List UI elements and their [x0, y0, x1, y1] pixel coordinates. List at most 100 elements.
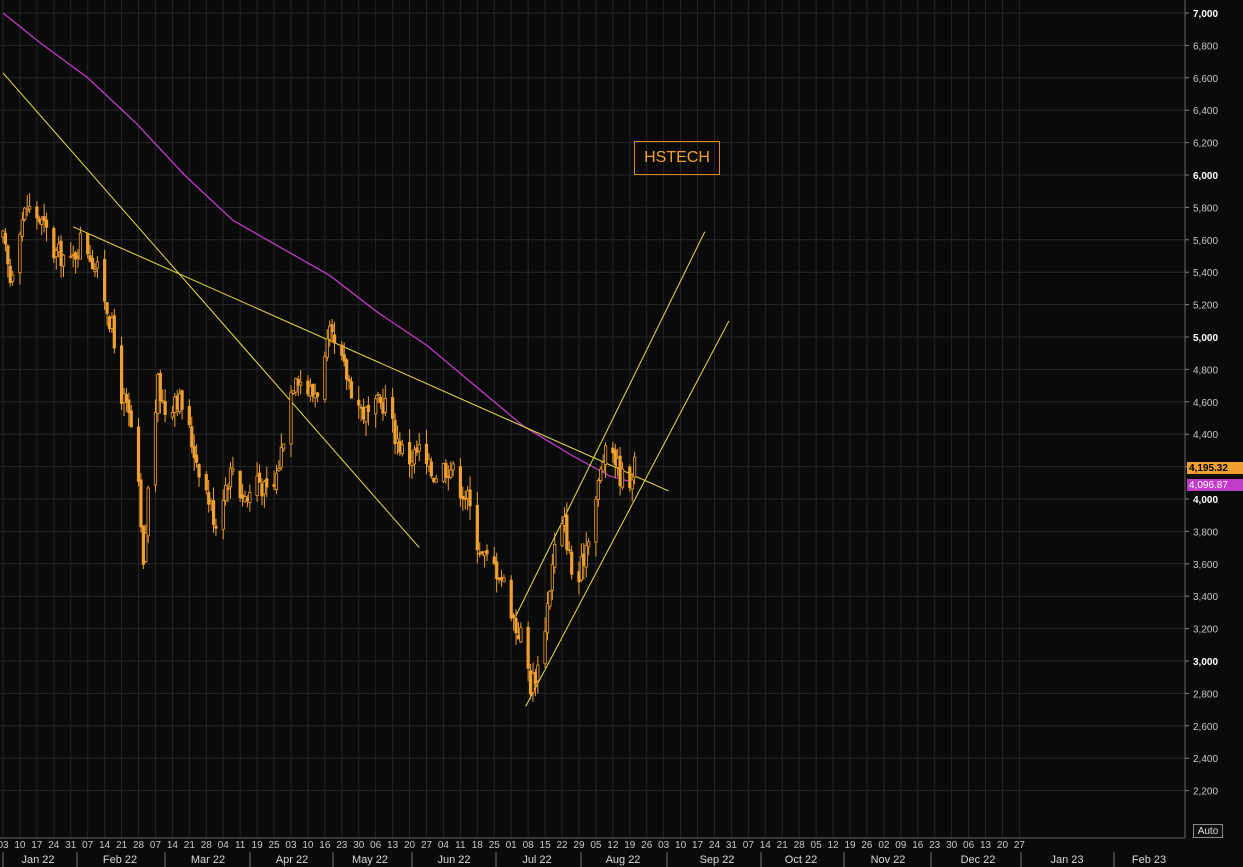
candle-body: [475, 504, 479, 551]
x-day-label: 04: [438, 840, 450, 851]
x-day-label: 03: [658, 840, 670, 851]
candle-body: [560, 523, 564, 546]
candle: [146, 485, 150, 543]
candle: [204, 471, 208, 495]
chart-title: HSTECH: [634, 141, 720, 175]
candle: [349, 376, 354, 399]
candle-body: [190, 426, 194, 448]
y-tick-label: 6,200: [1193, 139, 1218, 150]
candle-body: [565, 514, 569, 551]
candle-body: [59, 240, 63, 267]
x-day-label: 28: [794, 840, 806, 851]
candle: [52, 226, 56, 263]
candle: [136, 418, 141, 487]
candle-body: [536, 664, 540, 682]
candle-body: [599, 468, 603, 482]
candle-body: [3, 232, 8, 245]
candle: [231, 456, 235, 476]
candle: [599, 466, 603, 484]
candle-body: [61, 254, 66, 267]
candle-body: [146, 487, 150, 537]
candle-body: [584, 544, 588, 568]
candle: [478, 542, 482, 558]
x-day-label: 12: [607, 840, 619, 851]
candle-body: [325, 338, 329, 358]
x-day-label: 05: [811, 840, 823, 851]
candle: [197, 463, 201, 487]
candle: [257, 464, 262, 483]
candle: [475, 491, 479, 564]
candle-body: [424, 443, 429, 464]
candle: [105, 302, 109, 326]
candle-body: [224, 484, 228, 502]
x-day-label: 07: [82, 840, 94, 851]
candle: [587, 538, 591, 556]
candle: [514, 609, 518, 646]
x-day-label: 08: [523, 840, 535, 851]
y-tick-label: 6,400: [1193, 106, 1218, 117]
candle-body: [105, 302, 109, 315]
candle-body: [395, 438, 400, 443]
candle: [262, 479, 266, 508]
candle-body: [211, 500, 216, 526]
candle: [194, 444, 199, 468]
y-tick-label: 3,800: [1193, 527, 1218, 538]
candle: [6, 244, 10, 278]
candle-body: [383, 397, 387, 413]
moving-average-price-tag: 4,096.87: [1187, 479, 1243, 491]
x-day-label: 10: [14, 840, 26, 851]
candle-body: [633, 456, 637, 478]
candle-body: [340, 344, 344, 356]
candle: [103, 249, 107, 310]
x-day-label: 21: [184, 840, 196, 851]
x-day-label: 23: [929, 840, 941, 851]
candle-body: [570, 551, 574, 575]
candle: [429, 457, 433, 479]
x-month-label: Feb 22: [103, 854, 137, 866]
candle: [444, 459, 448, 484]
x-day-label: 30: [353, 840, 365, 851]
candle: [553, 532, 557, 574]
candle: [383, 385, 387, 417]
candle-body: [478, 552, 482, 555]
x-day-label: 25: [268, 840, 280, 851]
candle-body: [127, 399, 131, 414]
trendline: [525, 320, 730, 707]
candle: [550, 553, 554, 601]
x-day-label: 13: [387, 840, 399, 851]
x-month-label: Mar 22: [191, 854, 225, 866]
candle: [11, 270, 15, 286]
candle-body: [596, 480, 600, 500]
candle-body: [274, 472, 279, 490]
x-day-label: 20: [404, 840, 416, 851]
candle-body: [468, 489, 472, 507]
candle: [18, 231, 22, 285]
x-day-label: 19: [252, 840, 264, 851]
candle: [119, 336, 124, 410]
candle: [28, 193, 32, 214]
candle-body: [255, 475, 259, 496]
x-month-label: Jul 22: [522, 854, 551, 866]
candle-body: [461, 495, 465, 500]
grid: [0, 0, 1185, 838]
candle-body: [630, 479, 634, 490]
candle-body: [6, 245, 10, 265]
x-month-label: Sep 22: [700, 854, 735, 866]
x-day-label: 01: [506, 840, 518, 851]
candle: [601, 454, 605, 473]
candle: [603, 442, 608, 478]
candle-body: [136, 426, 141, 482]
candle: [95, 255, 99, 279]
x-day-label: 21: [116, 840, 128, 851]
x-day-label: 15: [540, 840, 552, 851]
y-tick-label: 4,000: [1193, 495, 1218, 506]
x-month-label: Nov 22: [871, 854, 906, 866]
auto-scale-button[interactable]: Auto: [1193, 824, 1223, 838]
candle-body: [54, 250, 58, 258]
x-day-label: 07: [743, 840, 755, 851]
candle: [127, 392, 131, 427]
candle: [570, 545, 574, 580]
x-day-label: 18: [472, 840, 484, 851]
candle-body: [231, 468, 235, 472]
